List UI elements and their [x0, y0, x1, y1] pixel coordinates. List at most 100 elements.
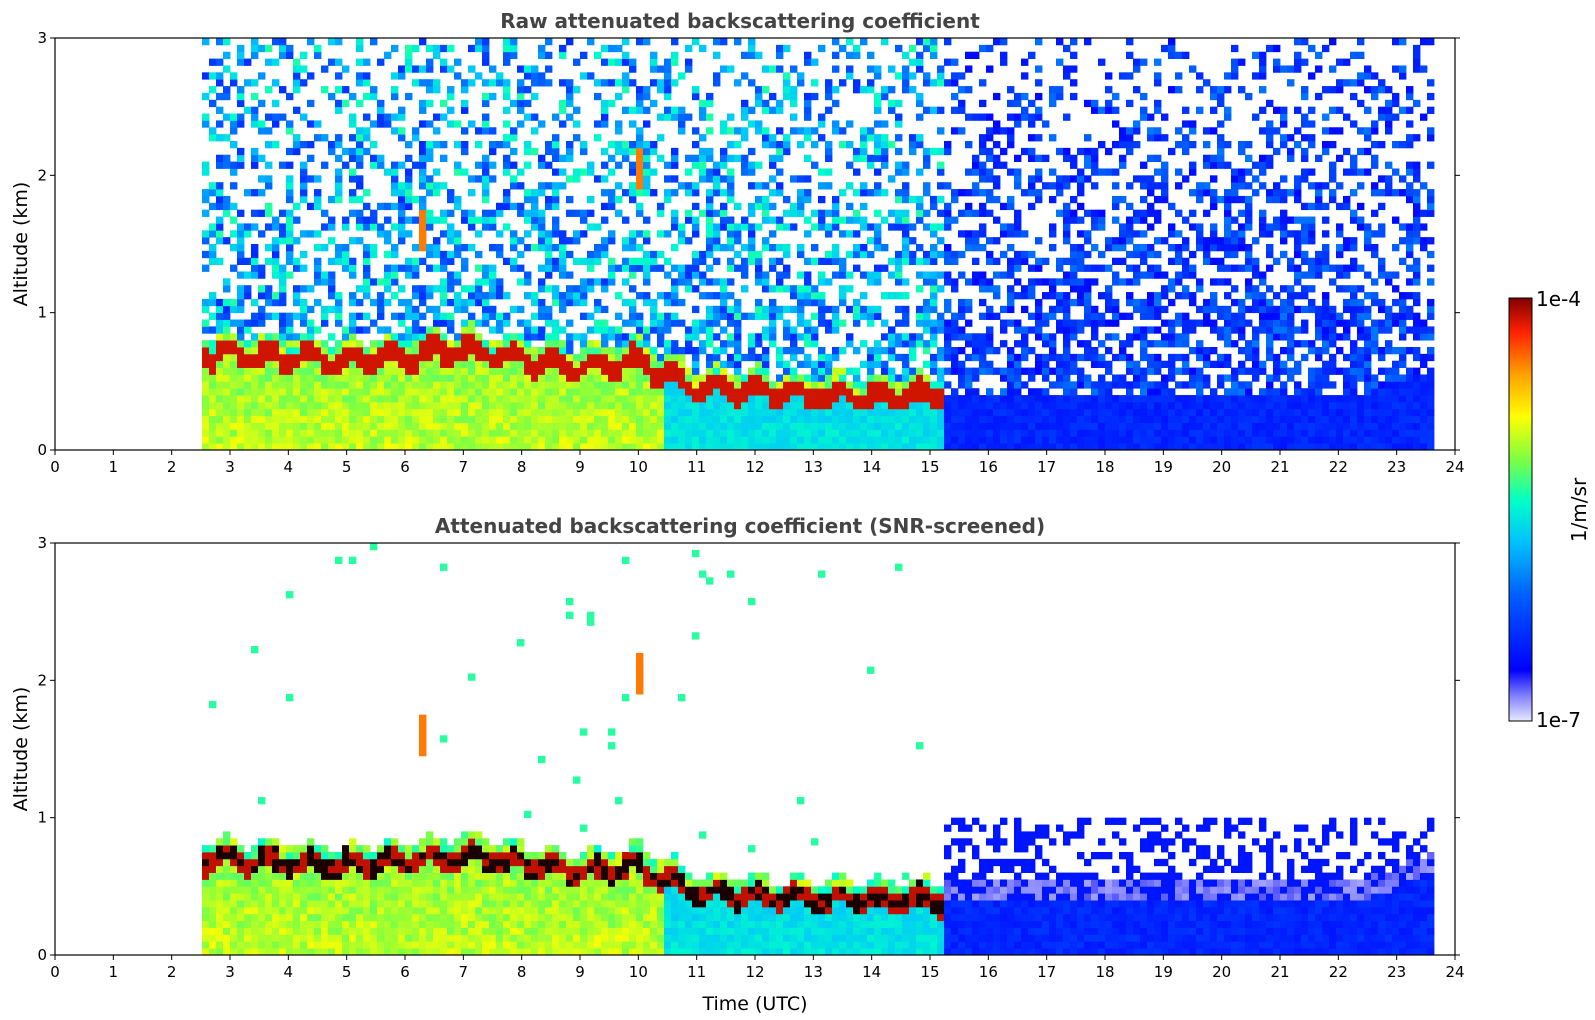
heatmap-cell	[419, 347, 427, 355]
heatmap-cell	[426, 154, 434, 162]
heatmap-cell	[1161, 401, 1169, 410]
heatmap-cell	[846, 305, 854, 314]
heatmap-cell	[419, 422, 427, 430]
heatmap-cell	[601, 44, 609, 53]
heatmap-cell	[454, 443, 462, 451]
heatmap-cell	[433, 250, 441, 259]
heatmap-cell	[321, 244, 329, 252]
heatmap-cell	[419, 408, 427, 417]
heatmap-cell	[1119, 436, 1127, 444]
heatmap-cell	[314, 436, 322, 444]
heatmap-cell	[230, 374, 238, 382]
heatmap-cell	[1154, 134, 1162, 142]
heatmap-cell	[769, 326, 777, 334]
heatmap-cell	[713, 257, 721, 265]
heatmap-cell	[300, 141, 308, 149]
heatmap-cell	[1042, 401, 1050, 410]
heatmap-cell	[860, 408, 868, 417]
heatmap-cell	[692, 367, 700, 375]
heatmap-cell	[1014, 209, 1022, 217]
heatmap-cell	[783, 305, 791, 314]
heatmap-cell	[846, 65, 854, 73]
heatmap-cell	[1098, 264, 1106, 272]
heatmap-cell	[958, 298, 966, 307]
heatmap-cell	[433, 182, 441, 190]
heatmap-cell	[461, 99, 469, 108]
heatmap-cell	[678, 72, 686, 80]
heatmap-cell	[566, 388, 574, 396]
heatmap-cell	[461, 285, 469, 293]
heatmap-cell	[867, 360, 875, 368]
heatmap-cell	[524, 436, 532, 444]
heatmap-cell	[272, 353, 280, 362]
heatmap-cell	[328, 257, 336, 265]
heatmap-cell	[342, 223, 350, 231]
heatmap-cell	[223, 422, 231, 430]
heatmap-cell	[1112, 195, 1120, 204]
heatmap-cell	[797, 436, 805, 444]
heatmap-cell	[1203, 422, 1211, 430]
heatmap-cell	[1189, 189, 1197, 197]
heatmap-cell	[713, 367, 721, 375]
heatmap-cell	[636, 360, 644, 368]
heatmap-cell	[468, 388, 476, 396]
heatmap-cell	[1217, 333, 1225, 341]
heatmap-cell	[566, 92, 574, 101]
heatmap-cell	[1175, 395, 1183, 403]
heatmap-cell	[706, 436, 714, 444]
heatmap-cell	[783, 86, 791, 94]
heatmap-cell	[622, 429, 630, 437]
heatmap-cell	[524, 244, 532, 252]
heatmap-cell	[419, 223, 427, 231]
heatmap-cell	[237, 271, 245, 279]
heatmap-cell	[377, 326, 385, 334]
heatmap-cell	[517, 182, 525, 190]
heatmap-cell	[755, 333, 763, 341]
heatmap-cell	[314, 202, 322, 211]
heatmap-cell	[531, 298, 539, 307]
heatmap-cell	[1091, 436, 1099, 444]
heatmap-cell	[342, 353, 350, 362]
heatmap-cell	[1147, 388, 1155, 396]
heatmap-cell	[475, 367, 483, 375]
heatmap-cell	[832, 381, 840, 389]
heatmap-cell	[853, 51, 861, 59]
heatmap-cell	[580, 422, 588, 430]
heatmap-cell	[531, 353, 539, 362]
heatmap-cell	[944, 38, 952, 46]
heatmap-cell	[398, 106, 406, 114]
heatmap-cell	[797, 374, 805, 382]
heatmap-cell	[1231, 395, 1239, 403]
heatmap-cell	[965, 340, 973, 348]
heatmap-cell	[286, 429, 294, 437]
heatmap-cell	[454, 161, 462, 169]
heatmap-cell	[762, 443, 770, 451]
heatmap-cell	[1147, 127, 1155, 135]
heatmap-cell	[1154, 381, 1162, 389]
heatmap-cell	[202, 347, 210, 355]
heatmap-cell	[1112, 257, 1120, 265]
heatmap-cell	[601, 333, 609, 341]
heatmap-cell	[1098, 168, 1106, 176]
heatmap-cell	[510, 422, 518, 430]
heatmap-cell	[1049, 395, 1057, 403]
heatmap-cell	[1168, 408, 1176, 417]
heatmap-cell	[447, 237, 455, 245]
heatmap-cell	[902, 340, 910, 348]
heatmap-cell	[720, 161, 728, 169]
heatmap-cell	[622, 298, 630, 307]
heatmap-cell	[1091, 182, 1099, 190]
heatmap-cell	[1028, 250, 1036, 259]
heatmap-cell	[720, 381, 728, 389]
heatmap-cell	[972, 230, 980, 238]
heatmap-cell	[979, 168, 987, 176]
heatmap-cell	[216, 381, 224, 389]
heatmap-cell	[993, 195, 1001, 204]
heatmap-cell	[454, 408, 462, 417]
heatmap-cell	[517, 395, 525, 403]
heatmap-cell	[615, 195, 623, 204]
heatmap-cell	[447, 189, 455, 197]
heatmap-cell	[650, 422, 658, 430]
heatmap-cell	[1000, 408, 1008, 417]
heatmap-cell	[398, 401, 406, 410]
